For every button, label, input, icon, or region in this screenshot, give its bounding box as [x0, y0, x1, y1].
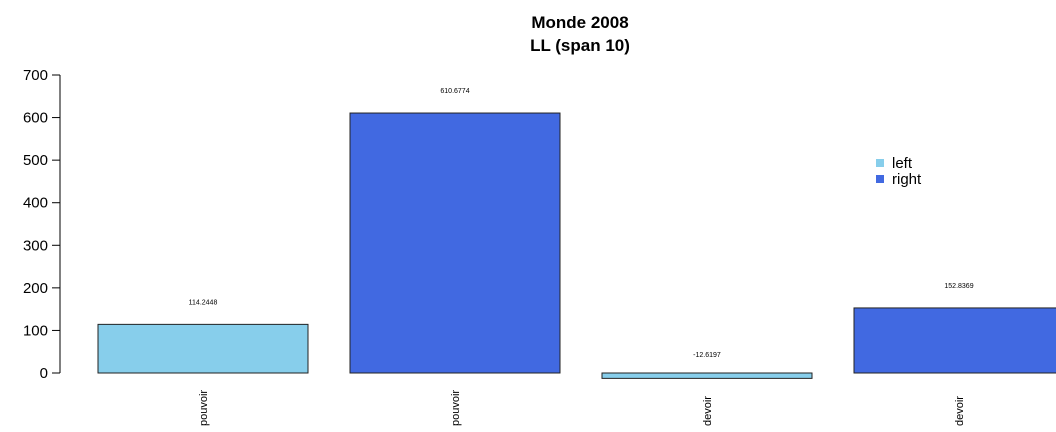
y-tick-label: 300	[23, 237, 48, 254]
category-label: pouvoir	[198, 390, 210, 426]
bar-pouvoir-right	[349, 112, 561, 374]
y-tick-label: 100	[23, 322, 48, 339]
y-tick-label: 500	[23, 152, 48, 169]
y-tick-label: 200	[23, 280, 48, 297]
category-label: devoir	[954, 396, 966, 426]
category-label: pouvoir	[450, 390, 462, 426]
category-label: devoir	[702, 396, 714, 426]
chart-title: Monde 2008	[531, 13, 628, 32]
category-labels: pouvoir pouvoir devoir devoir	[198, 390, 966, 426]
y-tick-label: 400	[23, 195, 48, 212]
bar-devoir-right	[853, 307, 1056, 374]
bar-value-label: 114.2448	[189, 299, 218, 306]
data-labels: 114.2448 610.6774 -12.6197 152.8369	[189, 88, 974, 359]
bar-value-label: -12.6197	[693, 352, 721, 359]
bar-value-label: 610.6774	[440, 88, 469, 95]
legend-swatch-left	[876, 159, 884, 167]
y-tick-label: 0	[40, 365, 48, 382]
legend-label-right: right	[892, 171, 922, 188]
y-tick-label: 600	[23, 110, 48, 127]
legend-swatch-right	[876, 175, 884, 183]
y-tick-label: 700	[23, 67, 48, 84]
bar-pouvoir-left	[97, 323, 309, 374]
y-axis: 0 100 200 300 400 500 600 700	[23, 67, 61, 382]
bar-value-label: 152.8369	[944, 283, 973, 290]
legend-label-left: left	[892, 155, 913, 172]
chart-subtitle: LL (span 10)	[530, 36, 630, 55]
bar-devoir-left	[601, 372, 813, 379]
bars	[97, 112, 1056, 379]
